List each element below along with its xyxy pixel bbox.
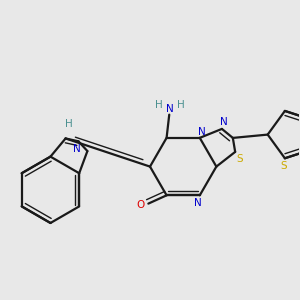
Text: N: N	[220, 117, 227, 127]
Text: N: N	[194, 198, 202, 208]
Text: N: N	[167, 104, 174, 114]
Text: N: N	[73, 144, 81, 154]
Text: H: H	[65, 118, 73, 128]
Text: H: H	[177, 100, 185, 110]
Text: S: S	[280, 160, 286, 171]
Text: O: O	[136, 200, 144, 210]
Text: H: H	[155, 100, 163, 110]
Text: S: S	[237, 154, 244, 164]
Text: N: N	[198, 127, 205, 137]
